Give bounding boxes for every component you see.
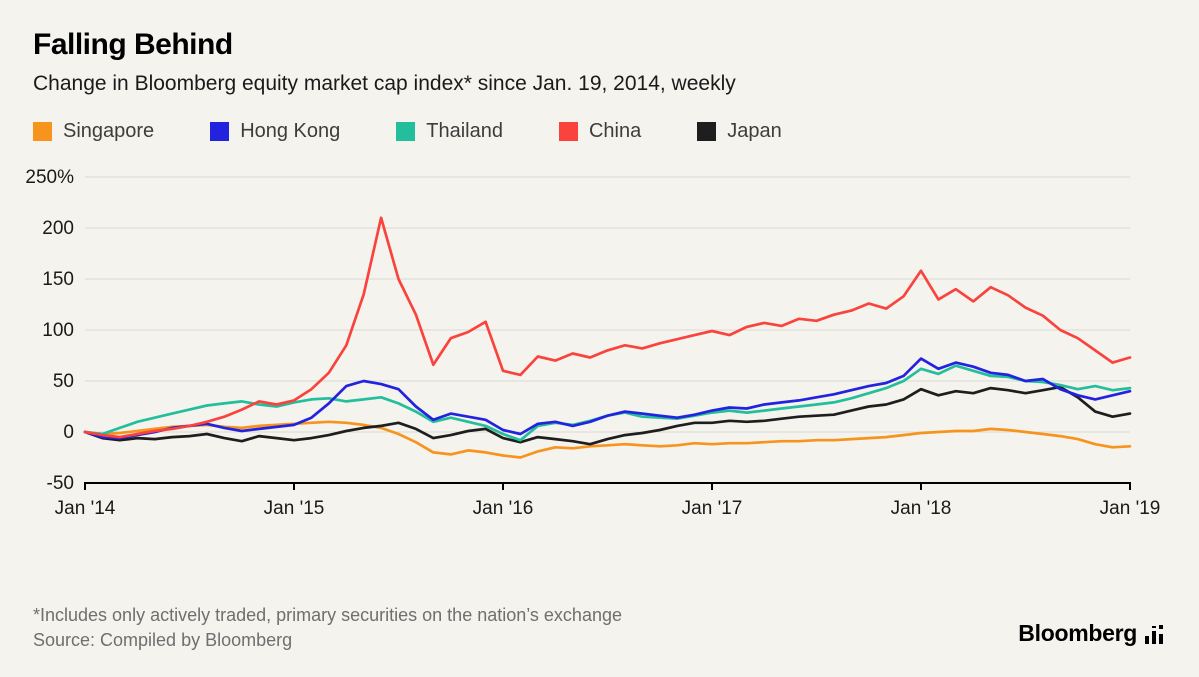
series-line-singapore (83, 420, 1132, 459)
y-axis-tick-label: 200 (42, 218, 74, 239)
x-axis-tick-label: Jan '19 (1100, 498, 1161, 519)
x-axis-tick-label: Jan '17 (682, 498, 743, 519)
series-line-china (83, 216, 1132, 439)
y-axis-tick-label: 50 (53, 371, 74, 392)
legend: Singapore Hong Kong Thailand China Japan (33, 120, 1199, 143)
chart-footer: *Includes only actively traded, primary … (33, 605, 622, 651)
legend-item-thailand: Thailand (396, 120, 503, 143)
source-attribution: Source: Compiled by Bloomberg (33, 630, 293, 650)
chart-header: Falling Behind Change in Bloomberg equit… (0, 0, 1199, 96)
legend-item-japan: Japan (697, 120, 782, 143)
chart-title: Falling Behind (33, 28, 233, 61)
chart-subtitle: Change in Bloomberg equity market cap in… (33, 72, 736, 95)
x-axis-tick-label: Jan '18 (891, 498, 952, 519)
bloomberg-logo: Bloomberg (1018, 620, 1166, 647)
legend-label: Hong Kong (240, 120, 341, 142)
legend-swatch (697, 122, 717, 141)
y-axis-tick-label: 250% (25, 167, 74, 188)
x-axis-tick-label: Jan '16 (473, 498, 534, 519)
legend-swatch (33, 122, 52, 141)
y-axis-tick-label: 150 (42, 269, 74, 290)
bloomberg-wordmark: Bloomberg (1018, 620, 1137, 646)
bloomberg-chart-bars-icon (1145, 624, 1163, 644)
series-line-japan (83, 385, 1132, 446)
series-line-hong-kong (83, 357, 1132, 440)
legend-swatch (558, 122, 578, 141)
y-axis-tick-label: 0 (63, 422, 74, 443)
legend-swatch (396, 122, 416, 141)
chart-canvas: -50 0 50 100 150 200 250% Jan '14 Jan '15 Jan '16… (25, 167, 1161, 519)
x-axis-tick-label: Jan '15 (264, 498, 325, 519)
legend-label: Japan (727, 120, 782, 142)
x-axis-tick-label: Jan '14 (55, 498, 116, 519)
y-axis-tick-label: -50 (47, 473, 74, 494)
legend-item-china: China (558, 120, 642, 143)
footnote: *Includes only actively traded, primary … (33, 605, 622, 625)
legend-item-hong-kong: Hong Kong (210, 120, 340, 143)
legend-label: Thailand (426, 120, 503, 142)
chart-area: -50 0 50 100 150 200 250% Jan '14 Jan '15 Jan '16… (0, 159, 1199, 526)
y-axis-tick-label: 100 (42, 320, 74, 341)
legend-label: China (588, 120, 642, 142)
legend-label: Singapore (63, 120, 155, 142)
legend-item-singapore: Singapore (33, 120, 154, 143)
legend-swatch (210, 122, 230, 141)
